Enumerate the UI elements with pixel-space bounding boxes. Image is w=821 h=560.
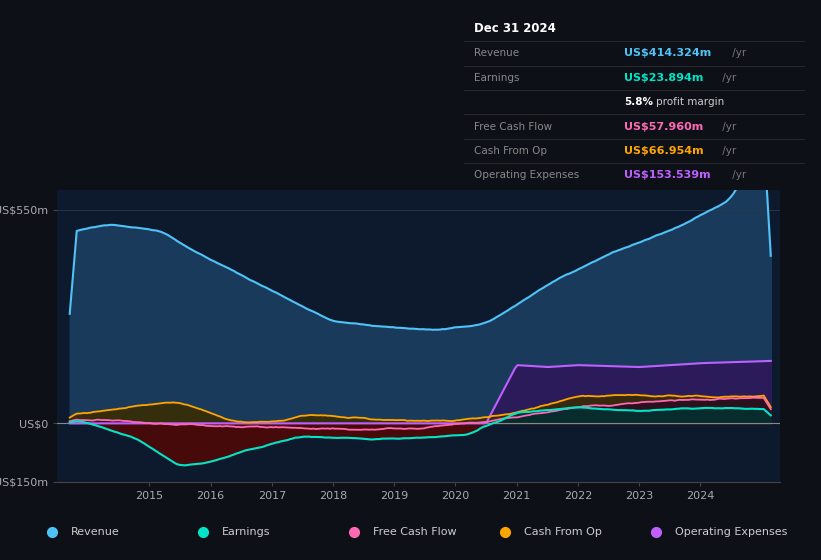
Text: Earnings: Earnings [222,527,270,537]
Text: /yr: /yr [719,146,736,156]
Text: profit margin: profit margin [656,97,725,107]
Text: US$66.954m: US$66.954m [624,146,704,156]
Text: 5.8%: 5.8% [624,97,653,107]
Text: Cash From Op: Cash From Op [524,527,602,537]
Text: Revenue: Revenue [474,48,519,58]
Text: Free Cash Flow: Free Cash Flow [373,527,456,537]
Text: US$414.324m: US$414.324m [624,48,711,58]
Text: US$23.894m: US$23.894m [624,73,704,83]
Text: /yr: /yr [719,73,736,83]
Text: Cash From Op: Cash From Op [474,146,547,156]
Text: Operating Expenses: Operating Expenses [474,170,580,180]
Text: /yr: /yr [719,122,736,132]
Text: /yr: /yr [729,48,746,58]
Text: Dec 31 2024: Dec 31 2024 [474,22,556,35]
Text: US$57.960m: US$57.960m [624,122,704,132]
Text: Revenue: Revenue [71,527,119,537]
Text: Operating Expenses: Operating Expenses [675,527,787,537]
Text: Free Cash Flow: Free Cash Flow [474,122,553,132]
Text: US$153.539m: US$153.539m [624,170,711,180]
Text: /yr: /yr [729,170,746,180]
Text: Earnings: Earnings [474,73,520,83]
